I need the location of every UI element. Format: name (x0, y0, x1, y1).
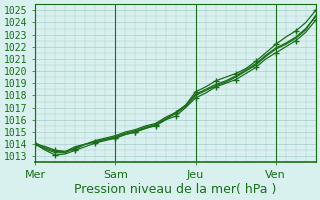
X-axis label: Pression niveau de la mer( hPa ): Pression niveau de la mer( hPa ) (74, 183, 277, 196)
